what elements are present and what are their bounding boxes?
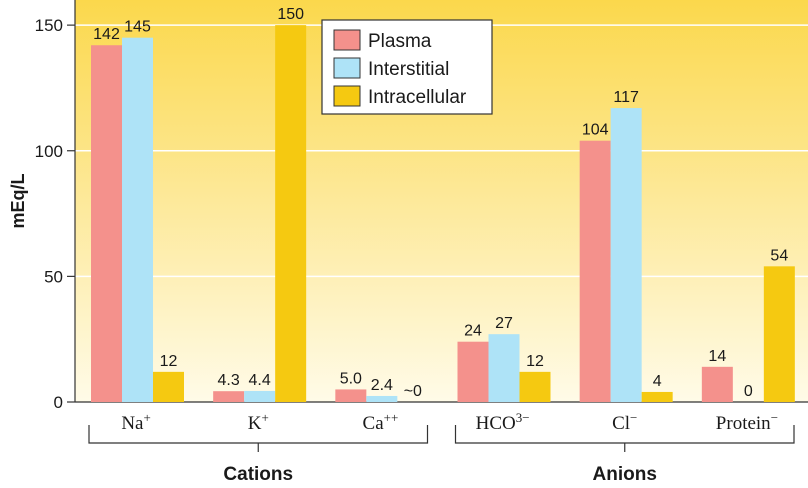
bar-plasma: [335, 389, 367, 402]
bar-interstitial: [122, 37, 153, 402]
data-label: 4.4: [249, 372, 271, 389]
data-label: 54: [770, 247, 788, 264]
bar-intracellular: [641, 391, 673, 402]
legend-swatch: [333, 85, 361, 107]
y-axis-title: mEq/L: [8, 173, 28, 228]
legend-label: Plasma: [368, 31, 432, 52]
data-label: 104: [582, 122, 609, 139]
category-label: HCO3−: [476, 410, 530, 434]
bar-plasma: [457, 341, 489, 402]
data-label: 117: [613, 89, 639, 106]
data-label: 24: [464, 323, 482, 340]
data-label: 142: [93, 26, 120, 43]
category-labels: Na+ K+ Ca++ HCO3− Cl− Protein−: [121, 410, 778, 434]
legend-swatch: [333, 29, 361, 51]
bar-intracellular: [519, 371, 551, 402]
bars: [91, 25, 795, 402]
y-tick-label: 50: [44, 267, 63, 286]
category-label: Ca++: [363, 410, 399, 434]
data-label: 12: [160, 353, 178, 370]
category-label: Cl−: [612, 410, 637, 434]
group-brackets: Cations Anions: [88, 425, 795, 485]
bar-intracellular: [153, 371, 184, 402]
bar-plasma: [91, 45, 122, 402]
bar-interstitial: [610, 108, 642, 402]
bar-plasma: [701, 366, 733, 402]
bar-intracellular: [275, 25, 307, 402]
category-label: Protein−: [716, 410, 778, 434]
category-label: K+: [248, 410, 269, 434]
data-label: 4: [653, 373, 662, 390]
category-label: Na+: [121, 410, 151, 434]
bar-plasma: [579, 140, 611, 402]
bar-interstitial: [488, 334, 520, 402]
group-label: Anions: [593, 464, 657, 485]
bar-interstitial: [244, 390, 276, 402]
data-label: 145: [124, 19, 151, 36]
bar-intracellular: [763, 266, 795, 402]
data-label: 0: [744, 383, 753, 400]
y-ticks: 0 50 100 150: [35, 16, 75, 412]
data-label: 4.3: [218, 372, 240, 389]
bar-plasma: [213, 391, 245, 402]
y-tick-label: 150: [35, 16, 63, 35]
data-label: 2.4: [371, 377, 393, 394]
legend-label: Intracellular: [368, 87, 467, 108]
legend-swatch: [333, 57, 361, 79]
y-tick-label: 0: [54, 393, 63, 412]
data-label: ~0: [404, 383, 422, 400]
group-label: Cations: [223, 464, 293, 485]
data-label: 12: [526, 353, 544, 370]
data-label: 5.0: [340, 370, 362, 387]
data-label: 150: [277, 6, 304, 23]
legend: Plasma Interstitial Intracellular: [321, 19, 493, 115]
bar-interstitial: [366, 395, 398, 402]
data-label: 14: [708, 348, 726, 365]
y-tick-label: 100: [35, 142, 63, 161]
legend-label: Interstitial: [368, 59, 449, 80]
data-label: 27: [495, 315, 513, 332]
